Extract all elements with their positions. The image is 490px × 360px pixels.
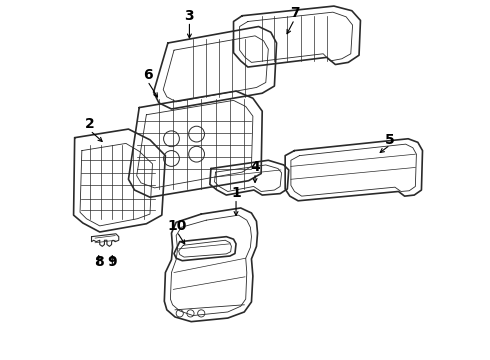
Text: 10: 10 (167, 219, 187, 233)
Text: 7: 7 (290, 6, 299, 20)
Text: 9: 9 (107, 255, 117, 269)
Text: 8: 8 (94, 255, 103, 269)
Text: 3: 3 (185, 9, 194, 23)
Text: 4: 4 (250, 161, 260, 175)
Text: 5: 5 (385, 133, 395, 147)
Text: 2: 2 (85, 117, 95, 131)
Text: 1: 1 (231, 185, 241, 199)
Text: 6: 6 (143, 68, 152, 82)
